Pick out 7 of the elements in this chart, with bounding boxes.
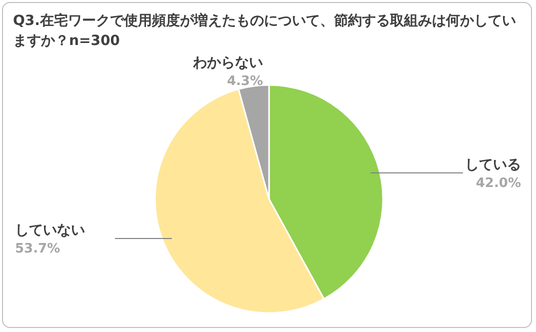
slice-label: わからない	[192, 55, 263, 71]
slice-label: している	[465, 156, 521, 173]
data-label: 42.0%	[476, 176, 521, 191]
slice-label: していない	[15, 222, 85, 239]
data-label: 4.3%	[226, 74, 263, 89]
chart-title: Q3.在宅ワークで使用頻度が増えたものについて、節約する取組みは何かしていますか？n=300	[13, 12, 517, 51]
data-label: 53.7%	[15, 242, 60, 257]
